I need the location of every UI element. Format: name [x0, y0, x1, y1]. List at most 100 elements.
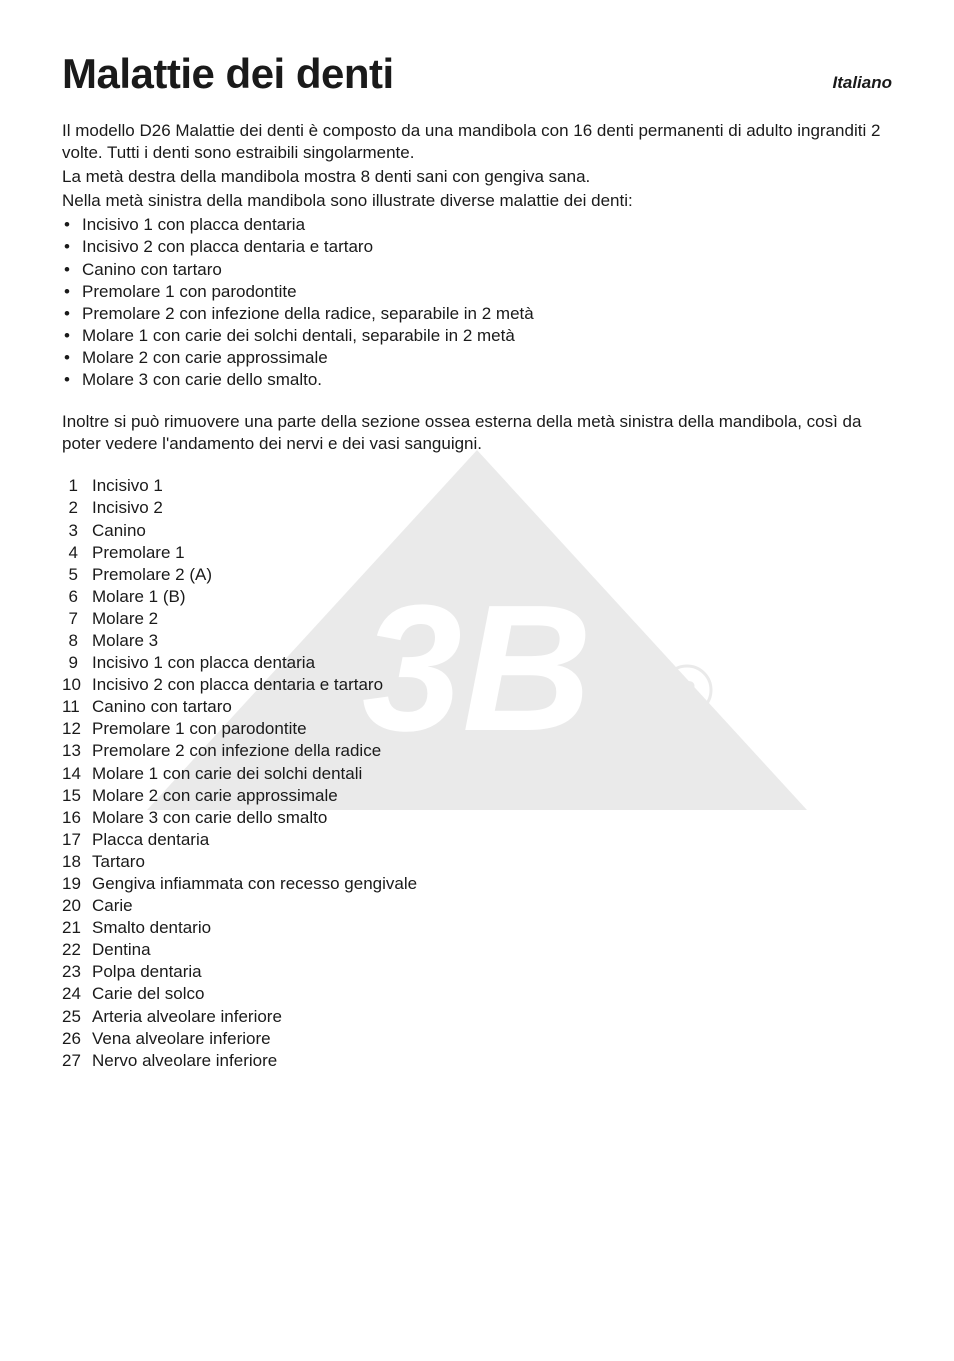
header: Malattie dei denti Italiano — [62, 50, 892, 98]
legend-row: 15Molare 2 con carie approssimale — [62, 785, 892, 807]
legend-number: 21 — [62, 917, 92, 939]
legend-label: Canino — [92, 520, 146, 542]
legend-number: 26 — [62, 1028, 92, 1050]
legend-row: 12Premolare 1 con parodontite — [62, 718, 892, 740]
legend-label: Incisivo 1 con placca dentaria — [92, 652, 315, 674]
legend-row: 4Premolare 1 — [62, 542, 892, 564]
legend-label: Molare 2 — [92, 608, 158, 630]
bullet-item: Premolare 2 con infezione della radice, … — [62, 303, 892, 325]
legend-number: 25 — [62, 1006, 92, 1028]
legend-number: 5 — [62, 564, 92, 586]
legend-number: 24 — [62, 983, 92, 1005]
legend-number: 10 — [62, 674, 92, 696]
legend-row: 6Molare 1 (B) — [62, 586, 892, 608]
legend-number: 8 — [62, 630, 92, 652]
legend-label: Incisivo 1 — [92, 475, 163, 497]
legend-label: Molare 2 con carie approssimale — [92, 785, 338, 807]
legend-row: 19Gengiva infiammata con recesso gengiva… — [62, 873, 892, 895]
legend-row: 26Vena alveolare inferiore — [62, 1028, 892, 1050]
legend-number: 4 — [62, 542, 92, 564]
legend-row: 16Molare 3 con carie dello smalto — [62, 807, 892, 829]
legend-row: 11Canino con tartaro — [62, 696, 892, 718]
legend-row: 25Arteria alveolare inferiore — [62, 1006, 892, 1028]
legend-number: 22 — [62, 939, 92, 961]
legend-row: 23Polpa dentaria — [62, 961, 892, 983]
bullet-item: Molare 3 con carie dello smalto. — [62, 369, 892, 391]
legend-row: 27Nervo alveolare inferiore — [62, 1050, 892, 1072]
legend-label: Premolare 1 con parodontite — [92, 718, 307, 740]
intro-line: La metà destra della mandibola mostra 8 … — [62, 166, 892, 188]
legend-number: 12 — [62, 718, 92, 740]
legend-row: 3Canino — [62, 520, 892, 542]
legend-label: Premolare 2 con infezione della radice — [92, 740, 381, 762]
mid-paragraph: Inoltre si può rimuovere una parte della… — [62, 411, 892, 455]
bullet-item: Molare 2 con carie approssimale — [62, 347, 892, 369]
legend-row: 18Tartaro — [62, 851, 892, 873]
legend-label: Polpa dentaria — [92, 961, 202, 983]
legend-row: 10Incisivo 2 con placca dentaria e tarta… — [62, 674, 892, 696]
legend-label: Dentina — [92, 939, 151, 961]
legend-label: Molare 1 con carie dei solchi dentali — [92, 763, 362, 785]
legend-label: Gengiva infiammata con recesso gengivale — [92, 873, 417, 895]
legend-row: 17Placca dentaria — [62, 829, 892, 851]
legend-label: Smalto dentario — [92, 917, 211, 939]
legend-number: 7 — [62, 608, 92, 630]
legend-number: 23 — [62, 961, 92, 983]
legend-number: 2 — [62, 497, 92, 519]
legend-row: 13Premolare 2 con infezione della radice — [62, 740, 892, 762]
legend-number: 13 — [62, 740, 92, 762]
legend-number: 6 — [62, 586, 92, 608]
legend-label: Molare 3 con carie dello smalto — [92, 807, 327, 829]
legend-number: 17 — [62, 829, 92, 851]
legend-label: Placca dentaria — [92, 829, 209, 851]
legend-label: Molare 3 — [92, 630, 158, 652]
language-label: Italiano — [832, 73, 892, 93]
legend-number: 19 — [62, 873, 92, 895]
legend-row: 14Molare 1 con carie dei solchi dentali — [62, 763, 892, 785]
legend-number: 16 — [62, 807, 92, 829]
legend-label: Arteria alveolare inferiore — [92, 1006, 282, 1028]
legend-label: Incisivo 2 con placca dentaria e tartaro — [92, 674, 383, 696]
legend-label: Molare 1 (B) — [92, 586, 186, 608]
legend-row: 22Dentina — [62, 939, 892, 961]
legend-number: 20 — [62, 895, 92, 917]
legend-row: 21Smalto dentario — [62, 917, 892, 939]
legend-number: 27 — [62, 1050, 92, 1072]
bullet-item: Canino con tartaro — [62, 259, 892, 281]
legend-label: Vena alveolare inferiore — [92, 1028, 271, 1050]
legend-label: Incisivo 2 — [92, 497, 163, 519]
intro-line: Nella metà sinistra della mandibola sono… — [62, 190, 892, 212]
legend-label: Carie — [92, 895, 133, 917]
legend-number: 9 — [62, 652, 92, 674]
disease-bullet-list: Incisivo 1 con placca dentariaIncisivo 2… — [62, 214, 892, 391]
legend-number: 18 — [62, 851, 92, 873]
legend-number: 11 — [62, 696, 92, 718]
legend-label: Premolare 2 (A) — [92, 564, 212, 586]
legend-row: 20Carie — [62, 895, 892, 917]
legend-row: 1Incisivo 1 — [62, 475, 892, 497]
legend-row: 5Premolare 2 (A) — [62, 564, 892, 586]
legend-row: 24Carie del solco — [62, 983, 892, 1005]
legend-row: 9Incisivo 1 con placca dentaria — [62, 652, 892, 674]
legend-label: Tartaro — [92, 851, 145, 873]
legend-label: Nervo alveolare inferiore — [92, 1050, 277, 1072]
legend-row: 7Molare 2 — [62, 608, 892, 630]
bullet-item: Incisivo 2 con placca dentaria e tartaro — [62, 236, 892, 258]
bullet-item: Incisivo 1 con placca dentaria — [62, 214, 892, 236]
legend-number: 15 — [62, 785, 92, 807]
legend-label: Premolare 1 — [92, 542, 185, 564]
legend-number: 14 — [62, 763, 92, 785]
legend-number: 3 — [62, 520, 92, 542]
legend-row: 8Molare 3 — [62, 630, 892, 652]
page-content: Malattie dei denti Italiano Il modello D… — [0, 0, 954, 1072]
intro-line: Il modello D26 Malattie dei denti è comp… — [62, 120, 892, 164]
bullet-item: Molare 1 con carie dei solchi dentali, s… — [62, 325, 892, 347]
bullet-item: Premolare 1 con parodontite — [62, 281, 892, 303]
legend-number: 1 — [62, 475, 92, 497]
numbered-legend-list: 1Incisivo 12Incisivo 23Canino4Premolare … — [62, 475, 892, 1072]
legend-label: Carie del solco — [92, 983, 204, 1005]
legend-label: Canino con tartaro — [92, 696, 232, 718]
page-title: Malattie dei denti — [62, 50, 394, 98]
intro-block: Il modello D26 Malattie dei denti è comp… — [62, 120, 892, 212]
legend-row: 2Incisivo 2 — [62, 497, 892, 519]
